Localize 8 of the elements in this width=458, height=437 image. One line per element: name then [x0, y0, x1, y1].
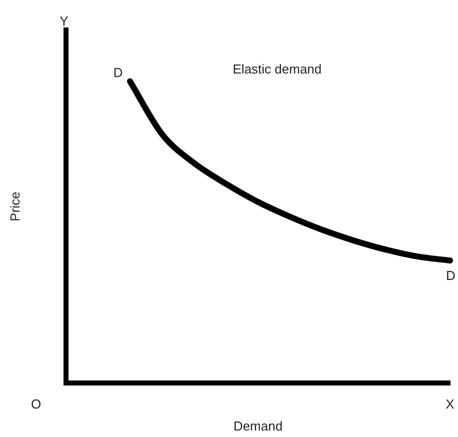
y-axis-title: Price [8, 192, 23, 222]
text: O [30, 396, 42, 412]
text: Elastic demand [232, 62, 322, 77]
text: D [113, 64, 123, 80]
text: Y [60, 14, 69, 29]
text: X [446, 396, 455, 412]
x-axis-title: Demand [233, 418, 283, 434]
annotation: D [446, 268, 456, 284]
